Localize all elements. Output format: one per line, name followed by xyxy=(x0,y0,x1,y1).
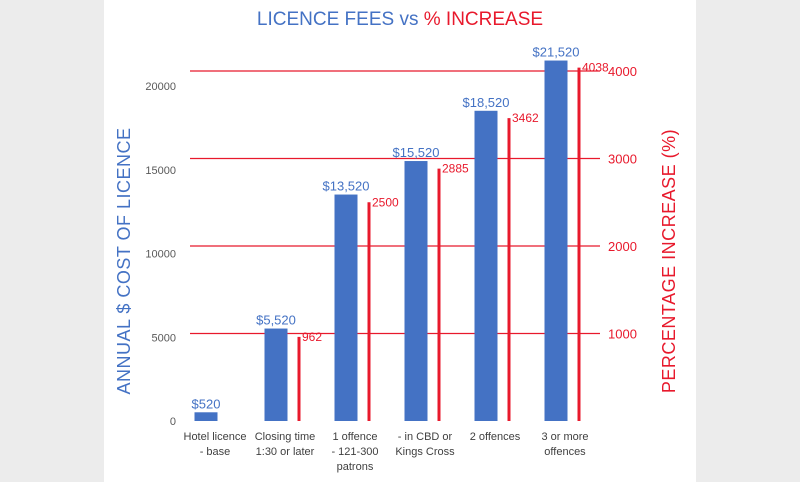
bar xyxy=(544,60,568,421)
y-tick-label: 15000 xyxy=(145,165,176,177)
pct-value-label: 3462 xyxy=(512,111,539,125)
y-tick-label: 10000 xyxy=(145,249,176,261)
y2-tick-label: 2000 xyxy=(608,239,637,254)
y-tick-label: 5000 xyxy=(152,332,176,344)
category-label: 1 offence xyxy=(332,431,377,443)
bar-value-label: $13,520 xyxy=(323,179,370,194)
category-label: Closing time xyxy=(255,431,316,443)
title-part-blue: LICENCE FEES vs xyxy=(257,9,424,30)
pct-value-label: 2500 xyxy=(372,195,399,209)
y-tick-label: 20000 xyxy=(145,81,176,93)
category-label: Kings Cross xyxy=(395,446,455,458)
category-label: - base xyxy=(200,446,231,458)
pct-value-label: 2885 xyxy=(442,162,469,176)
chart-card: LICENCE FEES vs % INCREASE ANNUAL $ COST… xyxy=(104,0,696,482)
bar xyxy=(194,412,218,421)
category-label: offences xyxy=(544,446,586,458)
category-label: 3 or more xyxy=(541,431,588,443)
plot-area: 0 5000 10000 15000 20000 1000 2000 3000 4000 $520… xyxy=(145,45,637,473)
category-label: 2 offences xyxy=(470,431,521,443)
pct-value-label: 4038 xyxy=(582,61,609,75)
y2-tick-label: 1000 xyxy=(608,327,637,342)
chart: LICENCE FEES vs % INCREASE ANNUAL $ COST… xyxy=(114,9,679,473)
category-label: 1:30 or later xyxy=(256,446,315,458)
category-label: - 121-300 xyxy=(331,446,378,458)
y2-tick-label: 4000 xyxy=(608,64,637,79)
y2-axis-title: PERCENTAGE INCREASE (%) xyxy=(659,129,679,393)
category-label: - in CBD or xyxy=(398,431,453,443)
bar-value-label: $5,520 xyxy=(256,313,296,328)
bar xyxy=(334,194,358,421)
chart-title: LICENCE FEES vs % INCREASE xyxy=(257,9,543,30)
bar xyxy=(404,161,428,422)
bar-value-label: $520 xyxy=(192,396,221,411)
bar-value-label: $15,520 xyxy=(393,145,440,160)
category-label: patrons xyxy=(337,461,374,473)
bar xyxy=(264,328,288,421)
bar xyxy=(474,110,498,421)
y-tick-label: 0 xyxy=(170,416,176,428)
pct-value-label: 962 xyxy=(302,330,322,344)
category-label: Hotel licence xyxy=(184,431,247,443)
bar-value-label: $18,520 xyxy=(463,95,510,110)
title-part-red: % INCREASE xyxy=(424,9,543,30)
y2-tick-label: 3000 xyxy=(608,152,637,167)
y-axis-title: ANNUAL $ COST OF LICENCE xyxy=(114,127,134,394)
bar-value-label: $21,520 xyxy=(533,45,580,60)
